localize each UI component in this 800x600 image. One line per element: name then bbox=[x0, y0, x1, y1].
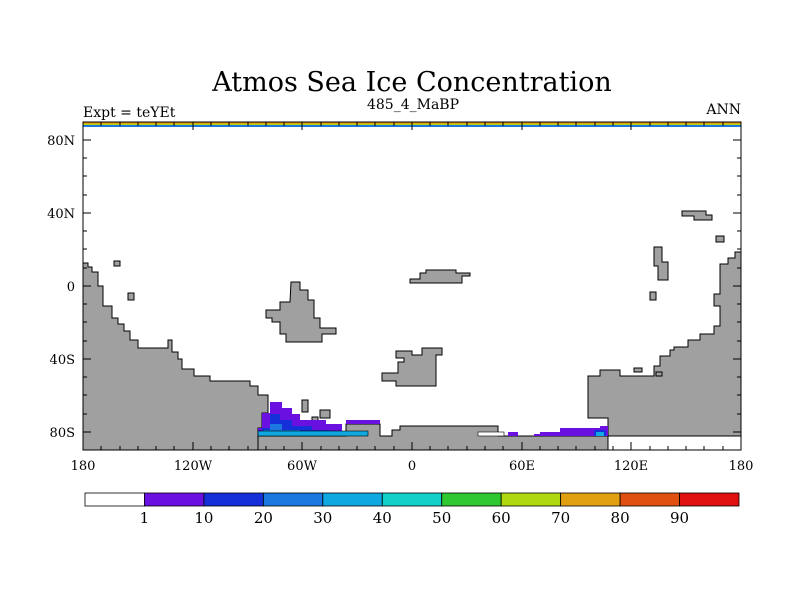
sea-ice-40pct-east bbox=[596, 432, 604, 436]
x-ticks-bottom-minor bbox=[100, 446, 724, 450]
sea-ice-10pct-central bbox=[346, 420, 380, 424]
sea-ice-10pct-east-large bbox=[534, 426, 608, 436]
colorbar-label: 1 bbox=[140, 509, 150, 527]
island-northeast-b bbox=[715, 235, 725, 243]
x-axis-labels: 180 120W 60W 0 60E 120E 180 bbox=[71, 459, 754, 474]
colorbar-swatch bbox=[262, 492, 324, 507]
x-tick-label: 120W bbox=[174, 459, 213, 474]
colorbar-label: 20 bbox=[254, 509, 273, 527]
colorbar-label: 60 bbox=[492, 509, 511, 527]
colorbar-label: 40 bbox=[373, 509, 392, 527]
colorbar-swatch bbox=[381, 492, 443, 507]
colorbar-swatch bbox=[679, 492, 740, 507]
colorbar-label: 70 bbox=[551, 509, 570, 527]
colorbar-label: 50 bbox=[432, 509, 451, 527]
x-tick-label: 180 bbox=[71, 459, 96, 474]
x-tick-label: 60E bbox=[509, 459, 535, 474]
y-ticks-left-major bbox=[83, 139, 91, 433]
colorbar-swatch bbox=[619, 492, 680, 507]
island-east-a bbox=[653, 246, 669, 281]
y-axis-labels: 80N 40N 0 40S 80S bbox=[47, 134, 75, 441]
island-west-b bbox=[127, 292, 135, 301]
x-ticks-bottom-major bbox=[82, 442, 742, 450]
x-ticks-top-minor bbox=[100, 122, 724, 126]
island-south-b bbox=[319, 409, 331, 419]
colorbar-swatch bbox=[84, 492, 145, 507]
sea-ice-10pct-east bbox=[508, 432, 518, 436]
colorbar-swatch bbox=[441, 492, 502, 507]
map-panel: 180 120W 60W 0 60E 120E 180 80N 40N 0 40… bbox=[47, 121, 754, 474]
sea-ice-contours bbox=[257, 402, 608, 437]
axis-ticks bbox=[82, 122, 742, 450]
y-tick-label: 80S bbox=[50, 426, 75, 441]
y-ticks-right-minor bbox=[737, 157, 741, 415]
antarctic-coast bbox=[257, 423, 609, 451]
colorbar-swatch bbox=[144, 492, 205, 507]
experiment-label: Expt = teYEt bbox=[83, 105, 176, 121]
land-masses bbox=[82, 210, 742, 451]
run-label: 485_4_MaBP bbox=[367, 97, 459, 113]
colorbar: 1 10 20 30 40 50 60 70 80 90 bbox=[84, 492, 740, 527]
y-ticks-left-minor bbox=[83, 157, 87, 415]
colorbar-label: 10 bbox=[194, 509, 213, 527]
x-tick-label: 120E bbox=[614, 459, 648, 474]
southern-island-central bbox=[381, 347, 443, 387]
island-west-a bbox=[113, 260, 121, 267]
y-tick-label: 40S bbox=[50, 353, 75, 368]
western-continent bbox=[82, 262, 269, 451]
figure-title: Atmos Sea Ice Concentration bbox=[211, 67, 611, 98]
colorbar-swatch bbox=[203, 492, 264, 507]
island-northeast-a bbox=[681, 210, 713, 221]
colorbar-swatch bbox=[560, 492, 621, 507]
y-tick-label: 40N bbox=[47, 207, 75, 222]
x-tick-label: 60W bbox=[287, 459, 318, 474]
x-tick-label: 180 bbox=[729, 459, 754, 474]
sea-ice-40pct-west-band bbox=[257, 430, 369, 437]
central-island bbox=[265, 281, 337, 343]
colorbar-label: 30 bbox=[313, 509, 332, 527]
y-ticks-right-major bbox=[733, 139, 741, 433]
island-south-d bbox=[633, 367, 643, 373]
equatorial-island-east bbox=[409, 269, 471, 284]
island-south-a bbox=[301, 399, 309, 413]
colorbar-swatch bbox=[500, 492, 562, 507]
colorbar-swatch bbox=[322, 492, 383, 507]
island-east-b bbox=[649, 291, 657, 301]
island-south-e bbox=[655, 371, 663, 377]
colorbar-label: 80 bbox=[611, 509, 630, 527]
y-tick-label: 0 bbox=[67, 280, 75, 295]
ice-free-patch-east bbox=[477, 431, 505, 437]
x-ticks-top-major bbox=[82, 122, 742, 130]
y-tick-label: 80N bbox=[47, 134, 75, 149]
season-label: ANN bbox=[705, 102, 741, 118]
colorbar-label: 90 bbox=[670, 509, 689, 527]
x-tick-label: 0 bbox=[408, 459, 416, 474]
eastern-continent bbox=[587, 251, 742, 437]
